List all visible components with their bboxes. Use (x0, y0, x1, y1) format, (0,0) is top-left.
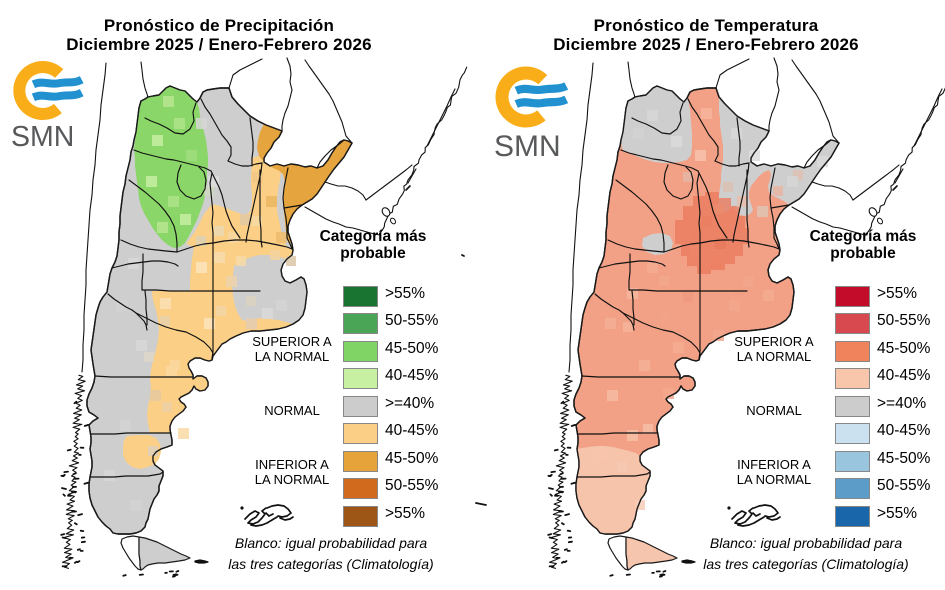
svg-text:SMN: SMN (11, 121, 74, 153)
svg-text:SMN: SMN (494, 130, 561, 163)
